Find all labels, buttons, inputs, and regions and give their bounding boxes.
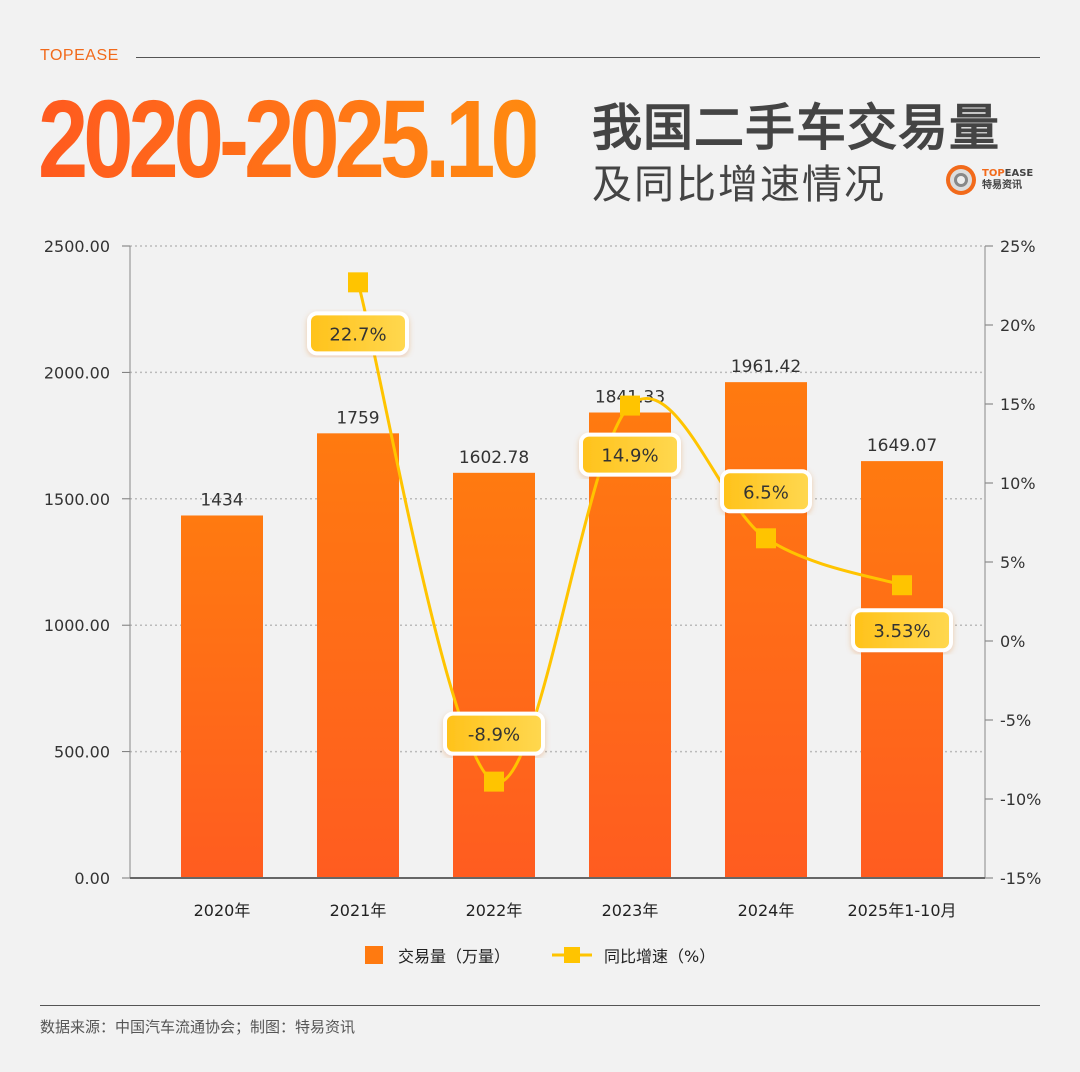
divider — [40, 1005, 1040, 1006]
x-tick-label: 2025年1-10月 — [847, 901, 956, 920]
growth-label: 3.53% — [873, 621, 930, 642]
left-tick-label: 500.00 — [54, 743, 110, 762]
title-years: 2020-2025.10 — [38, 78, 541, 201]
topease-logo: TOPEASE 特易资讯 — [944, 163, 1033, 197]
legend-bar-label: 交易量（万量） — [398, 947, 510, 966]
bar — [725, 382, 807, 878]
x-tick-label: 2024年 — [738, 901, 795, 920]
growth-point — [620, 395, 640, 416]
bar-value-label: 1602.78 — [459, 448, 529, 468]
bar — [861, 461, 943, 878]
right-tick-label: -5% — [1000, 711, 1031, 730]
growth-point — [348, 272, 368, 293]
left-tick-label: 2500.00 — [44, 237, 110, 256]
growth-label: 6.5% — [743, 482, 789, 503]
x-tick-label: 2021年 — [330, 901, 387, 920]
x-tick-label: 2023年 — [602, 901, 659, 920]
x-tick-label: 2020年 — [194, 901, 251, 920]
growth-label-box — [851, 608, 953, 653]
right-tick-label: 20% — [1000, 316, 1036, 335]
bar — [181, 515, 263, 878]
left-tick-label: 0.00 — [74, 869, 110, 888]
x-tick-label: 2022年 — [466, 901, 523, 920]
legend-bar-swatch — [365, 946, 383, 964]
bar — [589, 412, 671, 878]
right-tick-label: 15% — [1000, 395, 1036, 414]
growth-point — [756, 528, 776, 549]
legend-line-label: 同比增速（%） — [604, 947, 715, 966]
right-tick-label: 0% — [1000, 632, 1025, 651]
brand-label: TOPEASE — [40, 47, 119, 64]
right-tick-label: 10% — [1000, 474, 1036, 493]
right-tick-label: 5% — [1000, 553, 1025, 572]
growth-label-box — [443, 711, 545, 756]
source-note: 数据来源：中国汽车流通协会；制图：特易资讯 — [40, 1018, 356, 1036]
bar — [453, 472, 535, 878]
bar-value-label: 1961.42 — [731, 357, 801, 377]
right-tick-label: 25% — [1000, 237, 1036, 256]
growth-point — [484, 771, 504, 792]
right-tick-label: -10% — [1000, 790, 1041, 809]
left-tick-label: 1000.00 — [44, 616, 110, 635]
bar-value-label: 1434 — [200, 490, 243, 510]
growth-label-box — [720, 469, 812, 514]
growth-label: 14.9% — [601, 446, 658, 467]
growth-label: 22.7% — [329, 324, 386, 345]
bar-value-label: 1649.07 — [867, 436, 937, 456]
growth-label-box — [307, 311, 409, 356]
bar-value-label: 1759 — [336, 408, 379, 428]
legend-line-marker — [564, 947, 580, 963]
logo-ring-icon — [946, 165, 976, 195]
right-tick-label: -15% — [1000, 869, 1041, 888]
divider — [136, 57, 1040, 58]
growth-point — [892, 575, 912, 596]
title-line1: 我国二手车交易量 — [592, 99, 1000, 157]
left-tick-label: 2000.00 — [44, 363, 110, 382]
growth-label: -8.9% — [468, 725, 520, 746]
title-line2: 及同比增速情况 — [592, 162, 886, 208]
growth-label-box — [579, 432, 681, 477]
left-tick-label: 1500.00 — [44, 490, 110, 509]
bar — [317, 433, 399, 878]
